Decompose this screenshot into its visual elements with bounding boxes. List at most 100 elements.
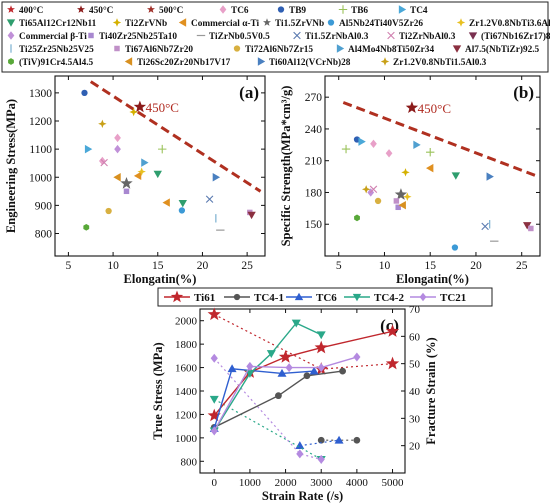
fracture-point-tc6-tri-up-marker bbox=[295, 441, 305, 450]
legend-label: Ti60Al12(VCrNb)28 bbox=[269, 57, 351, 68]
legend-item-tc4: TC4 bbox=[398, 5, 428, 16]
point-tc6-diamond-marker bbox=[370, 139, 377, 148]
point-tc4-tri-right-marker bbox=[84, 144, 93, 154]
legend-label: Al4Mo4Nb8Ti50Zr34 bbox=[348, 45, 434, 55]
x-tick-label: 10 bbox=[379, 260, 391, 272]
legend-label: TB9 bbox=[289, 6, 306, 16]
y-tick-label: 1000 bbox=[29, 172, 52, 184]
legend-label: (Ti67Nb16Zr17)87Al13 bbox=[481, 31, 550, 42]
legend-item-ti1-5zrnbal0-3: Ti1.5ZrNbAl0.3 bbox=[293, 31, 369, 42]
legend-c-label: TC21 bbox=[440, 292, 466, 304]
legend-item-ti2zrvnb: Ti2ZrVNb bbox=[112, 18, 167, 29]
legend-ti72al6nb7zr15-circle-marker bbox=[233, 45, 241, 52]
x-tick-label: 10 bbox=[107, 260, 119, 272]
legend-zr1-2v0-8nbti3-6al0-9-star4-marker bbox=[456, 18, 466, 27]
panel-b-specific-strength: 5 10 15 20 25 150 180 210 240 270 Elongatin(%) Spec… bbox=[279, 75, 541, 286]
point-ti2zrvnb-star4-marker bbox=[401, 168, 410, 177]
legend-tc6-diamond-marker bbox=[219, 5, 227, 14]
fracture-point-tc6-tri-up-marker bbox=[334, 435, 344, 444]
legend-ti60al12-vcrnb-28-tri-right-marker bbox=[257, 57, 266, 66]
legend-item-al7-5-nbtizr-92-5: Al7.5(NbTiZr)92.5 bbox=[452, 44, 540, 55]
fracture-point-tc21-diamond-marker bbox=[210, 353, 218, 363]
legend-label: Ti2ZrVNb bbox=[125, 19, 167, 29]
point-ti72al6nb7zr15-circle-marker bbox=[105, 207, 112, 215]
legend-label: TiZrNb0.5V0.5 bbox=[209, 32, 270, 42]
legend-label: Al7.5(NbTiZr)92.5 bbox=[465, 44, 540, 55]
legend-c-label: TC4-2 bbox=[374, 292, 404, 304]
legend-ti26sc20zr20nb17v17-tri-left-marker bbox=[124, 57, 133, 66]
legend-zr1-2v0-8nbti1-5al0-3-star4-marker bbox=[380, 57, 390, 66]
legend-item-ti72al6nb7zr15: Ti72Al6Nb7Zr15 bbox=[233, 45, 313, 55]
legend-ti65al12cr12nb11-tri-down-marker bbox=[6, 19, 16, 27]
point-tb6-plus-marker bbox=[158, 144, 167, 154]
legend-label: TC6 bbox=[231, 6, 249, 16]
stress-point-tc4-2-tri-down-marker bbox=[266, 350, 276, 359]
legend-label: Ti1.5ZrNbAl0.3 bbox=[305, 32, 369, 42]
legend-item-ti67nb16zr17-87al13: (Ti67Nb16Zr17)87Al13 bbox=[468, 31, 550, 42]
legend-item-al4mo4nb8ti50zr34: Al4Mo4Nb8Ti50Zr34 bbox=[336, 44, 434, 55]
stress-point-tc21-diamond-marker bbox=[246, 361, 254, 371]
legend-al7-5-nbtizr-92-5-tri-down-marker bbox=[452, 45, 462, 53]
fracture-point-ti61-star-marker bbox=[385, 356, 400, 370]
legend-item-ti60al12-vcrnb-28: Ti60Al12(VCrNb)28 bbox=[257, 57, 351, 68]
legend-ti40zr25nb25ta10-square-marker bbox=[88, 32, 94, 39]
x-tick-label: 2000 bbox=[275, 477, 298, 489]
y-tick-label: 210 bbox=[305, 156, 323, 168]
legend-al5nb24ti40v5zr26-circle-marker bbox=[327, 19, 335, 26]
point-ti26sc20zr20nb17v17-tri-left-marker bbox=[398, 200, 406, 210]
point-ti2zrnbal0-3-x-marker bbox=[369, 185, 378, 194]
x-tick-label: 0 bbox=[212, 477, 218, 489]
y-tick-label: 1300 bbox=[29, 88, 52, 100]
fracture-line-tc6 bbox=[299, 439, 340, 447]
point-al7-5-nbtizr-92-5-tri-down-marker bbox=[247, 211, 256, 220]
stress-point-tc6-tri-up-marker bbox=[227, 364, 237, 373]
legend-400-c-star-marker bbox=[7, 5, 15, 13]
legend-label: Ti67Al6Nb7Zr20 bbox=[125, 45, 193, 55]
y-right-tick-label: 60 bbox=[409, 331, 421, 343]
point-al4mo4nb8ti50zr34-tri-right-marker bbox=[413, 140, 421, 150]
point-commercial-ti-diamond-marker bbox=[114, 144, 121, 154]
point-tiv-91cr4-5al4-5-hexagon-marker bbox=[354, 214, 360, 222]
x-tick-label: 15 bbox=[152, 260, 164, 272]
legend-c-item-tc21: TC21 bbox=[410, 292, 466, 304]
legend-item-400-c: 400°C bbox=[7, 5, 43, 16]
y-tick-label: 180 bbox=[305, 187, 323, 199]
point-ti60al12-vcrnb-28-tri-right-marker bbox=[486, 172, 494, 181]
point-ti1-5zrnbal0-3-x-marker bbox=[205, 195, 214, 203]
x-tick-label: 25 bbox=[241, 260, 253, 272]
legend-commercial-ti-tri-left-marker bbox=[178, 18, 187, 27]
point-al4mo4nb8ti50zr34-tri-right-marker bbox=[141, 158, 149, 167]
legend-c-item-tc6: TC6 bbox=[286, 292, 337, 304]
point-450-c-star-marker bbox=[133, 100, 147, 113]
point-ti67al6nb7zr20-square-marker bbox=[528, 225, 534, 232]
y-tick-label: 800 bbox=[35, 229, 53, 241]
x-axis-label: Strain Rate (/s) bbox=[262, 489, 343, 503]
legend-c-tc4-2-tri-down-marker bbox=[352, 293, 362, 302]
point-al5nb24ti40v5zr26-circle-marker bbox=[178, 207, 186, 214]
legend-ti67al6nb7zr20-square-marker bbox=[114, 45, 120, 52]
y-tick-label: 1100 bbox=[29, 144, 52, 156]
annotation-label: 450°C bbox=[146, 100, 179, 115]
legend-tb9-circle-marker bbox=[277, 6, 285, 13]
point-tiv-91cr4-5al4-5-hexagon-marker bbox=[83, 223, 90, 231]
y-tick-label: 800 bbox=[181, 456, 198, 468]
stress-point-tc6-tri-up-marker bbox=[309, 366, 319, 375]
point-zr1-2v0-8nbti1-5al0-3-star4-marker bbox=[98, 119, 107, 129]
legend-label: Ti25Zr25Nb25V25 bbox=[19, 45, 94, 55]
stress-point-ti61-star-marker bbox=[278, 350, 293, 363]
point-ti1-5zrvnb-star-marker bbox=[394, 188, 408, 200]
trend-line bbox=[89, 80, 262, 193]
stress-line-tc6 bbox=[213, 367, 315, 429]
y-axis-label: Engineering Stress(MPa) bbox=[4, 99, 18, 233]
legend-label: Ti72Al6Nb7Zr15 bbox=[245, 45, 313, 55]
legend-label: TB6 bbox=[351, 6, 368, 16]
annotation-label: 450°C bbox=[418, 101, 451, 116]
y-tick-label: 1200 bbox=[29, 116, 52, 128]
stress-point-tc21-diamond-marker bbox=[317, 363, 325, 373]
legend-label: Al5Nb24Ti40V5Zr26 bbox=[339, 19, 423, 29]
legend-label: Zr1.2V0.8NbTi1.5Al0.3 bbox=[393, 58, 487, 68]
y-tick-label: 240 bbox=[305, 124, 323, 136]
y-right-tick-label: 30 bbox=[409, 413, 421, 425]
legend-c-tc4-1-circle-marker bbox=[233, 293, 241, 301]
